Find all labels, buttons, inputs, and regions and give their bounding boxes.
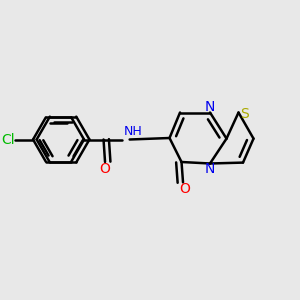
Text: N: N (205, 162, 215, 176)
Text: NH: NH (124, 125, 142, 138)
Text: S: S (240, 107, 249, 121)
Text: O: O (100, 162, 110, 176)
Text: N: N (205, 100, 215, 113)
Text: Cl: Cl (1, 133, 15, 146)
Text: O: O (179, 182, 190, 196)
